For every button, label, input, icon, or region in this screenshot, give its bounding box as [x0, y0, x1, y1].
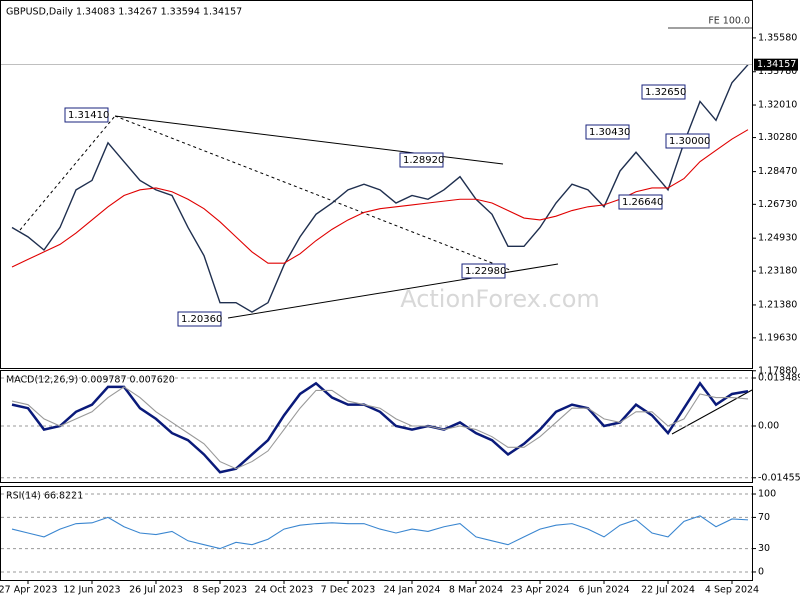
y-tick-label: 1.21380 [758, 299, 797, 310]
annotation-box [64, 107, 109, 123]
y-tick-label: 0.00 [758, 421, 779, 432]
price-title: GBPUSD,Daily 1.34083 1.34267 1.33594 1.3… [6, 7, 242, 18]
y-tick-label: 0.013489 [758, 373, 800, 384]
x-tick-label: 24 Oct 2023 [255, 585, 314, 596]
rsi-panel [0, 486, 753, 581]
trendline [671, 389, 753, 435]
annotation-box [618, 194, 663, 210]
annotation-box [177, 311, 222, 327]
trendline [114, 115, 511, 271]
x-tick-label: 7 Dec 2023 [321, 585, 376, 596]
x-tick-label: 24 Jan 2024 [384, 585, 441, 596]
annotation: 1.31410 [68, 110, 109, 121]
y-tick-label: 1.32010 [758, 100, 797, 111]
series-line [11, 386, 749, 470]
y-tick-label: 1.24930 [758, 233, 797, 244]
annotation: 1.26640 [622, 197, 663, 208]
annotation-box [399, 152, 444, 168]
annotation-box [585, 124, 630, 140]
macd-title: MACD(12,26,9) 0.009787 0.007620 [6, 375, 175, 386]
y-tick-label: 1.23180 [758, 266, 797, 277]
price-panel [0, 0, 753, 369]
x-tick-label: 4 Sep 2024 [705, 585, 759, 596]
x-tick-label: 22 Jul 2024 [641, 585, 695, 596]
annotation: 1.28920 [403, 155, 444, 166]
watermark: ActionForex.com [400, 285, 600, 313]
x-tick-label: 23 Apr 2024 [511, 585, 570, 596]
y-tick-label: -0.014554 [758, 472, 800, 483]
y-tick-label: 30 [758, 543, 770, 554]
x-tick-label: 12 Jun 2023 [63, 585, 120, 596]
y-tick-label: 100 [758, 489, 776, 500]
y-tick-label: 70 [758, 512, 770, 523]
last-price-label: 1.34157 [757, 59, 796, 70]
series-line [11, 381, 749, 474]
x-tick-label: 8 Mar 2024 [449, 585, 503, 596]
annotation: 1.30000 [669, 136, 710, 147]
annotation-box [665, 133, 710, 149]
series-line [11, 515, 749, 550]
y-tick-label: 1.33780 [758, 66, 797, 77]
y-tick-label: 1.17880 [758, 365, 797, 376]
y-tick-label: 1.28470 [758, 166, 797, 177]
y-tick-label: 1.19630 [758, 332, 797, 343]
y-tick-label: 0 [758, 566, 764, 577]
annotation-box [641, 84, 686, 100]
x-tick-label: 26 Jul 2023 [129, 585, 183, 596]
x-tick-label: 6 Jun 2024 [578, 585, 629, 596]
annotation: 1.32650 [645, 87, 686, 98]
x-tick-label: 27 Apr 2023 [0, 585, 57, 596]
trendline [19, 115, 116, 231]
y-tick-label: 1.30280 [758, 132, 797, 143]
fe-label: FE 100.0 [708, 16, 750, 27]
annotation: 1.20360 [181, 314, 222, 325]
y-tick-label: 1.35580 [758, 32, 797, 43]
rsi-title: RSI(14) 66.8221 [6, 491, 83, 502]
annotation: 1.22980 [465, 266, 506, 277]
annotation-box [461, 263, 506, 279]
x-tick-label: 8 Sep 2023 [193, 585, 247, 596]
annotation: 1.30430 [589, 127, 630, 138]
y-tick-label: 1.26730 [758, 199, 797, 210]
last-price-box [754, 58, 798, 71]
series-line [11, 64, 749, 313]
